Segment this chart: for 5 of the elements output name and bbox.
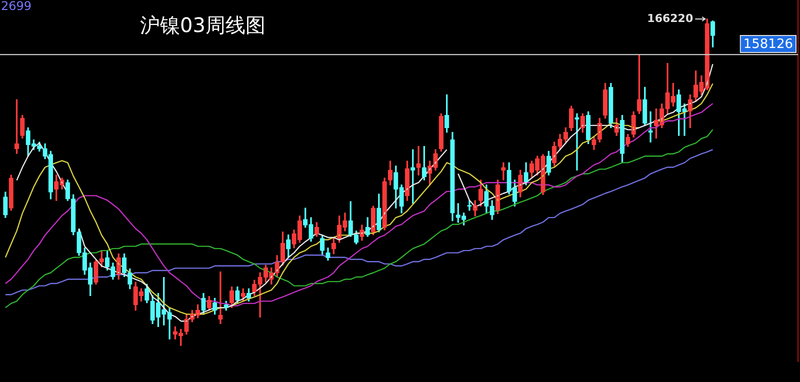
- chart-title: 沪镍03周线图: [140, 12, 266, 39]
- text: 158126: [743, 36, 794, 52]
- candlestick: [648, 111, 653, 142]
- annotation: 166220: [647, 12, 694, 25]
- text: 2699: [1, 0, 32, 14]
